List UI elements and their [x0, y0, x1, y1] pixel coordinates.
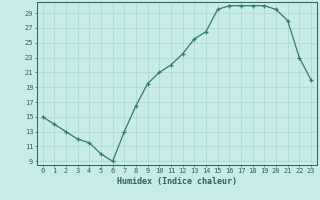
X-axis label: Humidex (Indice chaleur): Humidex (Indice chaleur): [117, 177, 237, 186]
